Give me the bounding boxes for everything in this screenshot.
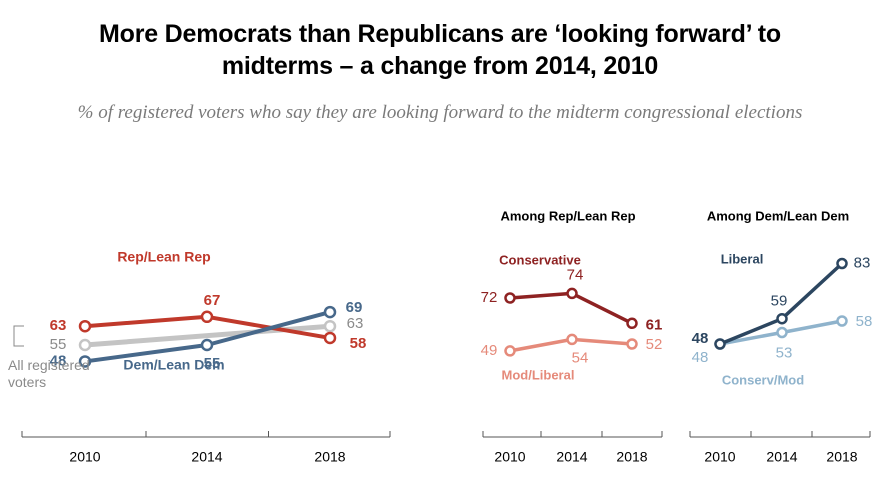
liberal-point-2 xyxy=(836,257,848,270)
conservative-value-2018: 61 xyxy=(646,316,663,333)
all-registered-point-2 xyxy=(323,319,337,333)
dem-lean-dem-point-2 xyxy=(323,305,337,319)
chart-title: More Democrats than Republicans are ‘loo… xyxy=(99,20,781,80)
rep-lean-rep-point-2 xyxy=(323,331,337,345)
panel-title-rep: Among Rep/Lean Rep xyxy=(500,208,635,223)
x-tick-label-2018-panel1: 2018 xyxy=(314,449,345,465)
mod-liberal-value-2018: 52 xyxy=(646,336,663,353)
all-registered-point-0 xyxy=(78,338,92,352)
liberal-point-1 xyxy=(776,312,788,325)
rep-value-2014: 67 xyxy=(204,292,221,309)
chart-subtitle: % of registered voters who say they are … xyxy=(77,102,803,123)
dem-value-2018: 69 xyxy=(346,299,363,316)
rep-lean-rep-label: Rep/Lean Rep xyxy=(117,249,210,265)
liberal-value-2014: 59 xyxy=(771,293,788,310)
mod-liberal-value-2014: 54 xyxy=(572,349,589,366)
rep-lean-rep-point-0 xyxy=(78,319,92,333)
x-tick-label-2014-panel3: 2014 xyxy=(766,449,797,465)
conserv-mod-value-2010: 48 xyxy=(692,349,709,366)
all-registered-bracket xyxy=(13,325,24,347)
conservative-label: Conservative xyxy=(499,252,581,267)
rep-value-2010: 63 xyxy=(50,317,67,334)
conservative-value-2010: 72 xyxy=(481,289,498,306)
x-tick-label-2018-panel2: 2018 xyxy=(616,449,647,465)
mod-liberal-value-2010: 49 xyxy=(481,342,498,359)
liberal-point-0 xyxy=(714,338,726,350)
liberal-label: Liberal xyxy=(721,251,764,266)
x-tick-label-2010-panel2: 2010 xyxy=(494,449,525,465)
dem-lean-dem-label: Dem/Lean Dem xyxy=(123,357,224,373)
panel-title-dem: Among Dem/Lean Dem xyxy=(707,208,849,223)
dem-value-2014: 55 xyxy=(204,355,221,372)
liberal-value-2010: 48 xyxy=(692,330,709,347)
conserv-mod-label: Conserv/Mod xyxy=(722,372,804,387)
dem-value-2010: 48 xyxy=(50,352,67,369)
liberal-value-2018: 83 xyxy=(854,254,871,271)
conserv-mod-point-1 xyxy=(776,326,788,339)
dem-lean-dem-point-0 xyxy=(78,355,92,368)
x-tick-label-2014-panel2: 2014 xyxy=(556,449,587,465)
all-value-2010: 55 xyxy=(50,336,67,353)
conservative-value-2014: 74 xyxy=(567,266,584,283)
rep-lean-rep-point-1 xyxy=(200,310,214,324)
conserv-mod-value-2014: 53 xyxy=(776,344,793,361)
conserv-mod-point-2 xyxy=(836,315,848,327)
conservative-point-2 xyxy=(626,317,638,330)
mod-liberal-point-1 xyxy=(566,333,578,346)
conservative-point-1 xyxy=(566,287,578,300)
mod-liberal-point-2 xyxy=(626,338,638,350)
conservative-point-0 xyxy=(504,292,516,304)
conserv-mod-value-2018: 58 xyxy=(856,313,873,330)
dem-lean-dem-point-1 xyxy=(200,338,214,352)
mod-liberal-label: Mod/Liberal xyxy=(502,367,575,382)
rep-value-2018: 58 xyxy=(350,335,367,352)
x-tick-label-2014-panel1: 2014 xyxy=(191,449,222,465)
x-tick-label-2010-panel3: 2010 xyxy=(704,449,735,465)
mod-liberal-point-0 xyxy=(504,345,516,357)
all-registered-label: All registered voters xyxy=(8,357,90,390)
all-value-2018: 63 xyxy=(347,315,364,332)
x-tick-label-2010-panel1: 2010 xyxy=(69,449,100,465)
x-tick-label-2018-panel3: 2018 xyxy=(826,449,857,465)
